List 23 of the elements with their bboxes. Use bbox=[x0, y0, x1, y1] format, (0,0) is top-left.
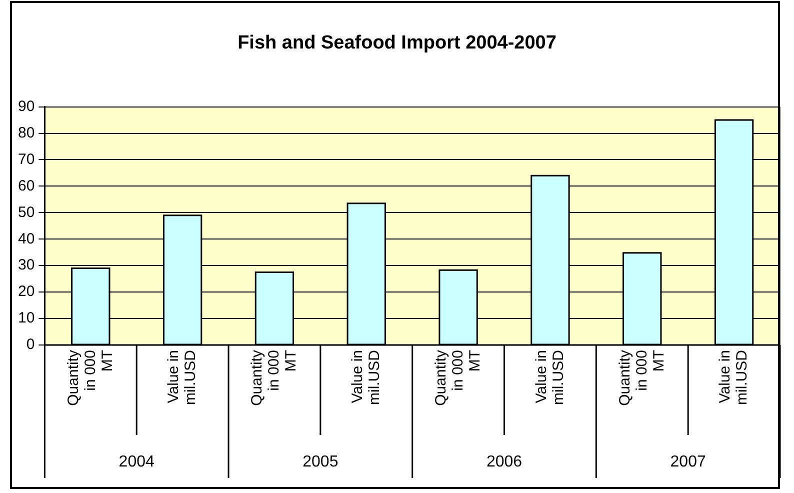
x-tick-label: Value in mil.USD bbox=[532, 350, 567, 405]
y-tick-label: 30 bbox=[18, 256, 35, 274]
x-tick-label: Value in mil.USD bbox=[716, 350, 751, 405]
y-tick-label: 20 bbox=[18, 283, 35, 300]
y-tick-label: 80 bbox=[18, 124, 35, 142]
y-tick-label: 70 bbox=[18, 150, 35, 168]
x-tick-label: Value in mil.USD bbox=[165, 350, 200, 405]
text: 2004 bbox=[118, 453, 154, 470]
y-tick-label: 90 bbox=[18, 98, 35, 115]
text: 2005 bbox=[302, 453, 338, 470]
x-tick-label: Quantity in 000 MT bbox=[616, 350, 668, 406]
y-tick-label: 40 bbox=[18, 230, 35, 248]
x-tick-label: Quantity in 000 MT bbox=[432, 350, 484, 406]
text: 2007 bbox=[670, 453, 706, 470]
chart-title: Fish and Seafood Import 2004-2007 bbox=[238, 32, 556, 54]
x-tick-label: Value in mil.USD bbox=[349, 350, 384, 405]
y-tick-label: 50 bbox=[18, 204, 35, 221]
x-tick-label: Quantity in 000 MT bbox=[64, 350, 116, 406]
text: 2006 bbox=[486, 453, 522, 470]
x-tick-label: Quantity in 000 MT bbox=[248, 350, 300, 406]
y-tick-label: 10 bbox=[18, 310, 35, 327]
y-tick-label: 60 bbox=[18, 177, 35, 194]
y-tick-label: 0 bbox=[26, 336, 35, 354]
